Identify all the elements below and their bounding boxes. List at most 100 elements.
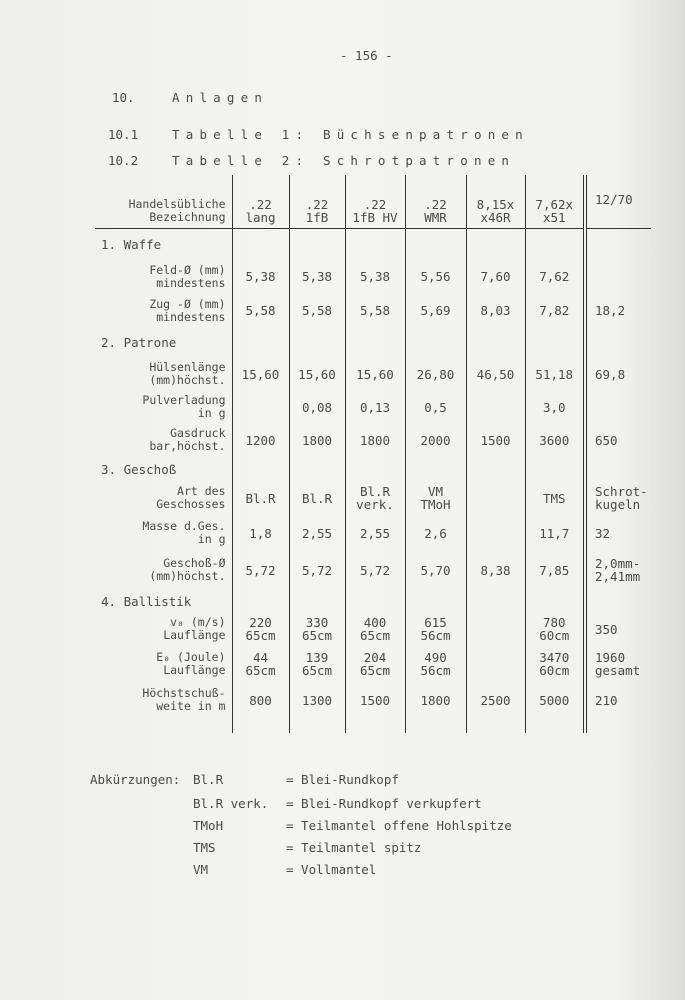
table-cell xyxy=(465,458,525,480)
table-cell: Bl.R xyxy=(288,480,345,516)
table-cell: 15,60 xyxy=(344,356,405,392)
table-cell: 7,85 xyxy=(524,550,585,590)
table-cell: 490 56cm xyxy=(404,646,466,682)
abbreviation-meaning: = Vollmantel xyxy=(286,862,377,877)
table-cell xyxy=(465,480,525,516)
table-cell: 5,69 xyxy=(404,293,466,328)
table-cell: 7,62 xyxy=(524,260,585,293)
table-cell xyxy=(583,392,651,422)
table-cell: 0,5 xyxy=(404,392,466,422)
table-cell xyxy=(288,718,345,733)
table-cell xyxy=(524,328,585,356)
table-cell xyxy=(404,718,466,733)
table-cell: 15,60 xyxy=(231,356,289,392)
table-cell: 3,0 xyxy=(524,392,585,422)
table-cell xyxy=(524,228,585,260)
header-label: Handelsübliche Bezeichnung xyxy=(95,175,232,229)
table-cell: 44 65cm xyxy=(231,646,289,682)
table-cell: 400 65cm xyxy=(344,612,405,646)
column-header: .22 WMR xyxy=(404,175,466,229)
table-cell xyxy=(524,458,585,480)
table-cell: 2000 xyxy=(404,422,466,458)
table-cell: 1500 xyxy=(344,682,405,718)
row-label: Höchstschuß- weite in m xyxy=(142,686,226,713)
table-cell: 5,38 xyxy=(344,260,405,293)
table-cell xyxy=(344,228,405,260)
table-cell xyxy=(231,228,289,260)
row-label: Zug -Ø (mm) mindestens xyxy=(149,296,226,324)
table-cell: 800 xyxy=(231,682,289,718)
table-row: Höchstschuß- weite in m 800 1300 1500 1800 25… xyxy=(95,682,651,718)
table-cell: 1800 xyxy=(404,682,466,718)
table-cell xyxy=(583,328,651,356)
column-header: 12/70 xyxy=(583,175,651,229)
table-cell: 5,38 xyxy=(231,260,289,293)
table-row: Geschoß-Ø (mm)höchst. 5,72 5,72 5,72 5,70 8,3… xyxy=(95,550,651,590)
row-label: v₀ (m/s) Lauflänge xyxy=(163,615,226,642)
table-row: E₀ (Joule) Lauflänge 44 65cm 139 65cm 204 6… xyxy=(95,646,651,682)
table-cell: 18,2 xyxy=(583,293,651,328)
section-label: 4. Ballistik xyxy=(101,593,192,609)
table-cell: 1800 xyxy=(288,422,345,458)
section-row: 4. Ballistik xyxy=(95,590,651,612)
column-header: .22 1fB xyxy=(288,175,345,229)
table-cell xyxy=(583,590,651,612)
table-cell: 46,50 xyxy=(465,356,525,392)
table-cell xyxy=(583,260,651,293)
row-label: Hülsenlänge (mm)höchst. xyxy=(149,360,226,387)
table-cell: 1500 xyxy=(465,422,525,458)
table-cell: 8,03 xyxy=(465,293,525,328)
subheading-number: 10.2 xyxy=(108,153,139,168)
table-cell xyxy=(465,612,525,646)
table-cell xyxy=(288,590,345,612)
table-cell: 7,82 xyxy=(524,293,585,328)
table-row: Zug -Ø (mm) mindestens 5,58 5,58 5,58 5,69 8,… xyxy=(95,293,651,328)
row-label: E₀ (Joule) Lauflänge xyxy=(156,650,226,677)
table-cell xyxy=(288,328,345,356)
table-cell xyxy=(404,458,466,480)
table-cell: 220 65cm xyxy=(231,612,289,646)
abbreviation-meaning: = Teilmantel offene Hohlspitze xyxy=(286,818,512,833)
section-label: 3. Geschoß xyxy=(101,461,177,477)
table-cell: 32 xyxy=(583,516,651,550)
section-row: 3. Geschoß xyxy=(95,458,651,480)
table-cell: 1960 gesamt xyxy=(583,646,651,682)
subheading-title: Tabelle 1: Büchsenpatronen xyxy=(172,127,529,142)
table-cell: 5,72 xyxy=(288,550,345,590)
page-number: - 156 - xyxy=(340,48,393,63)
table-cell xyxy=(231,590,289,612)
table-row: Hülsenlänge (mm)höchst. 15,60 15,60 15,60 26… xyxy=(95,356,651,392)
table-cell: 3470 60cm xyxy=(524,646,585,682)
row-label: Gasdruck bar,höchst. xyxy=(149,426,226,453)
subheading-number: 10.1 xyxy=(108,127,139,142)
table-cell: 5,58 xyxy=(288,293,345,328)
table-cell: 2500 xyxy=(465,682,525,718)
table-cell: 5000 xyxy=(524,682,585,718)
table-cell xyxy=(404,228,466,260)
table-cell: 11,7 xyxy=(524,516,585,550)
table-cell xyxy=(344,458,405,480)
abbreviation: VM xyxy=(193,862,209,877)
table-cell xyxy=(344,328,405,356)
table-cell: 139 65cm xyxy=(288,646,345,682)
abbreviation: TMoH xyxy=(193,818,224,833)
table-cell: 69,8 xyxy=(583,356,651,392)
table-row: Art des Geschosses Bl.R Bl.R Bl.R verk. VM T… xyxy=(95,480,651,516)
table-cell xyxy=(231,392,289,422)
table-cell xyxy=(288,458,345,480)
abbreviation-meaning: = Teilmantel spitz xyxy=(286,840,422,855)
table-cell xyxy=(583,718,651,733)
table-cell: Schrot- kugeln xyxy=(583,480,651,516)
table-cell: 330 65cm xyxy=(288,612,345,646)
table-cell: 3600 xyxy=(524,422,585,458)
table-cell xyxy=(465,516,525,550)
row-label: Art des Geschosses xyxy=(156,484,226,511)
column-header: .22 lang xyxy=(231,175,289,229)
table-cell: 15,60 xyxy=(288,356,345,392)
table-cell: 350 xyxy=(583,612,651,646)
table-cell: TMS xyxy=(524,480,585,516)
table-cell: 5,72 xyxy=(231,550,289,590)
table-cell: VM TMoH xyxy=(404,480,466,516)
section-number: 10. xyxy=(112,90,135,105)
table-cell xyxy=(95,718,232,733)
